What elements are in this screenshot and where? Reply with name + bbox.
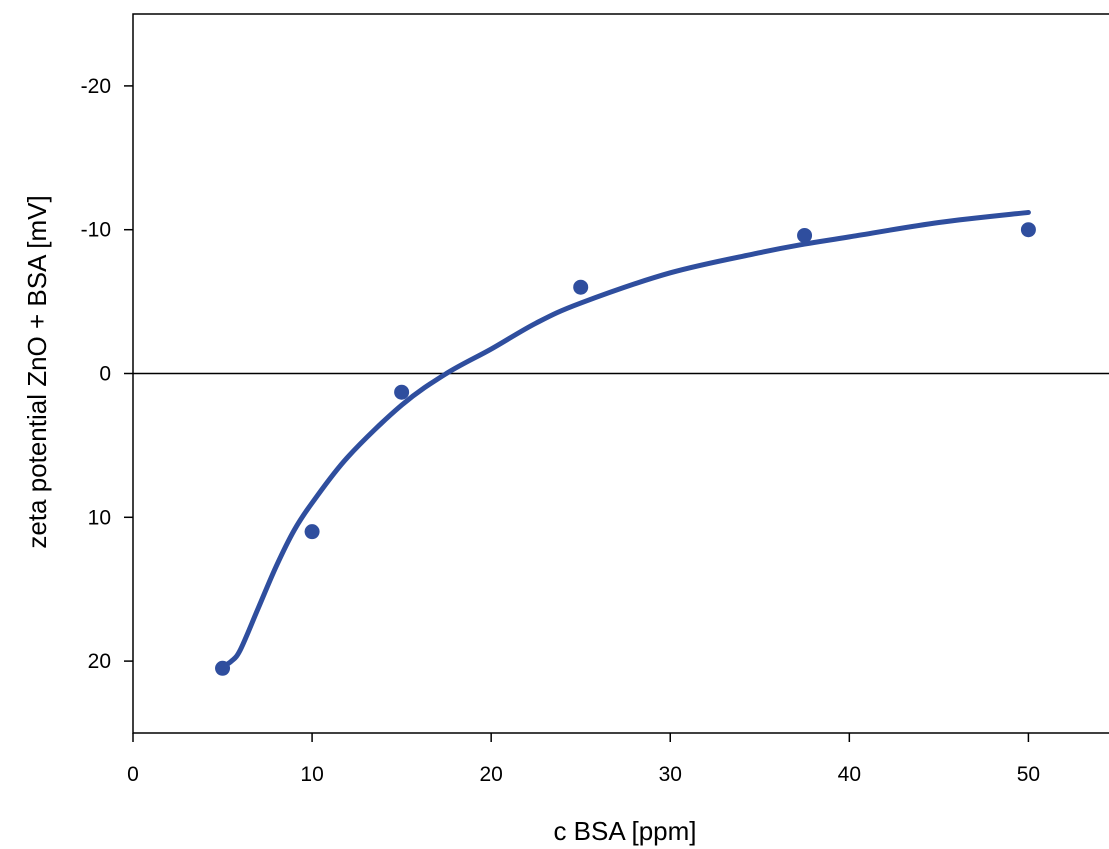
- x-tick-label: 10: [300, 763, 323, 786]
- x-axis-ticks: 0 10 20 30 40 50: [127, 733, 1040, 786]
- y-axis-ticks: -20 -10 0 10 20: [81, 75, 133, 673]
- y-tick-label: 20: [88, 650, 111, 673]
- fit-curve-layer: [220, 209, 1031, 670]
- y-tick-label: 10: [88, 506, 111, 529]
- data-point: [1020, 222, 1036, 238]
- data-point: [797, 227, 813, 243]
- data-point: [215, 660, 231, 676]
- x-tick-label: 50: [1017, 763, 1040, 786]
- data-points-layer: [215, 222, 1036, 676]
- fit-curve-line: [220, 209, 1031, 670]
- x-axis-title: c BSA [ppm]: [553, 816, 696, 846]
- x-tick-label: 40: [838, 763, 861, 786]
- y-tick-label: 0: [99, 363, 111, 386]
- data-point: [394, 384, 410, 400]
- x-tick-label: 0: [127, 763, 139, 786]
- data-point: [573, 279, 589, 295]
- y-tick-label: -20: [81, 75, 111, 98]
- data-point: [304, 524, 320, 540]
- y-tick-label: -10: [81, 219, 111, 242]
- y-axis-title: zeta potential ZnO + BSA [mV]: [22, 195, 52, 548]
- x-tick-label: 30: [659, 763, 682, 786]
- x-tick-label: 20: [479, 763, 502, 786]
